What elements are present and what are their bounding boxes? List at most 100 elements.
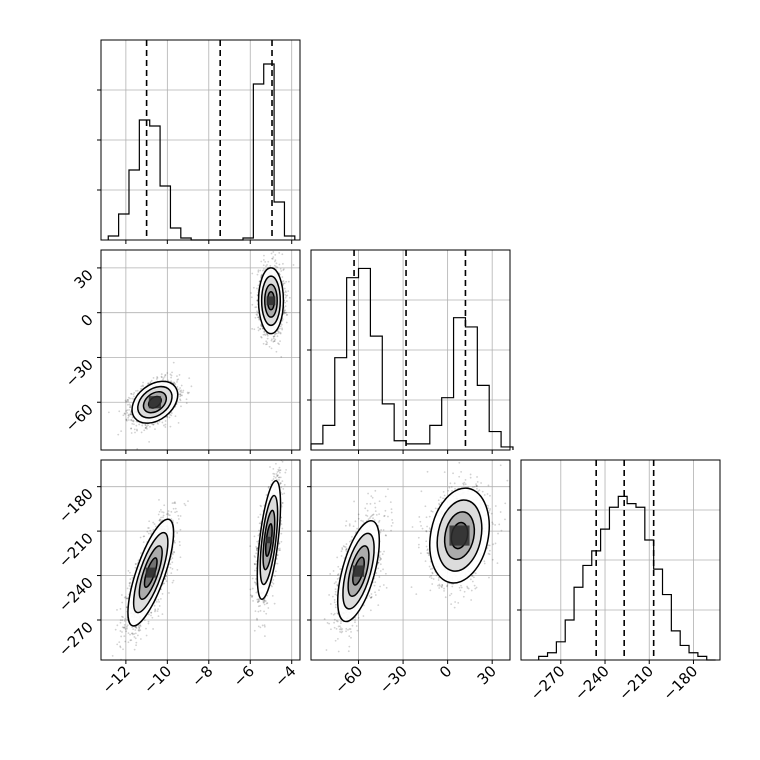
sample-point [126, 587, 129, 590]
sample-point [158, 519, 161, 522]
sample-point [131, 576, 134, 579]
sample-point [121, 631, 123, 633]
sample-point [164, 426, 167, 428]
sample-point [123, 626, 126, 629]
sample-point [250, 292, 252, 294]
sample-point [254, 316, 257, 319]
sample-point [171, 561, 174, 564]
sample-point [260, 260, 263, 263]
sample-point [177, 421, 180, 424]
sample-point [266, 333, 269, 336]
sample-point [266, 337, 269, 340]
sample-point [258, 522, 261, 525]
sample-point [172, 579, 175, 582]
sample-point [284, 291, 287, 294]
sample-point [156, 610, 159, 613]
sample-point [284, 290, 287, 293]
sample-point [131, 397, 134, 400]
sample-point [279, 331, 282, 334]
sample-point [283, 309, 286, 312]
sample-point [173, 382, 176, 384]
sample-point [131, 416, 134, 419]
sample-point [162, 377, 165, 380]
sample-point [143, 429, 146, 432]
sample-point [257, 329, 260, 332]
sample-point [162, 424, 165, 427]
sample-point [256, 310, 258, 313]
sample-point [187, 392, 190, 395]
sample-point [279, 325, 282, 328]
sample-point [143, 535, 146, 538]
sample-point [157, 513, 160, 516]
sample-point [123, 619, 126, 622]
sample-point [281, 328, 284, 331]
sample-point [273, 264, 276, 267]
sample-point [179, 528, 182, 531]
sample-point [249, 545, 252, 548]
sample-point [162, 516, 164, 519]
sample-point [126, 624, 129, 627]
data-layer [107, 40, 716, 661]
sample-point [124, 413, 126, 415]
sample-point [148, 527, 150, 529]
sample-point [272, 582, 275, 585]
sample-point [171, 553, 174, 556]
sample-point [276, 266, 279, 269]
sample-point [262, 269, 264, 272]
sample-point [147, 613, 150, 616]
sample-point [180, 384, 183, 387]
sample-point [135, 390, 137, 392]
sample-point [136, 448, 139, 450]
sample-point [271, 257, 273, 260]
sample-point [134, 626, 137, 629]
sample-point [260, 274, 263, 277]
sample-point [126, 597, 129, 600]
sample-point [257, 625, 260, 628]
sample-point [278, 263, 281, 266]
sample-point [251, 303, 254, 306]
sample-point [147, 424, 149, 427]
sample-point [159, 518, 162, 521]
sample-point [282, 262, 284, 265]
scatter-panel-2 [111, 460, 288, 660]
sample-point [179, 556, 182, 559]
sample-point [262, 259, 265, 261]
sample-point [176, 521, 179, 524]
sample-point [127, 419, 130, 421]
sample-point [283, 312, 286, 315]
sample-point [266, 334, 269, 337]
sample-point [117, 433, 120, 436]
sample-point [180, 405, 182, 408]
sample-point [285, 311, 288, 314]
sample-point [134, 632, 137, 635]
sample-point [173, 381, 175, 384]
sample-point [278, 343, 280, 346]
sample-point [180, 389, 183, 392]
sample-point [170, 374, 173, 377]
sample-point [288, 296, 291, 299]
histogram-param-1 [107, 63, 296, 241]
sample-point [121, 626, 124, 629]
sample-point [154, 525, 157, 528]
sample-point [145, 634, 148, 637]
sample-point [139, 629, 142, 632]
sample-point [251, 272, 254, 275]
sample-point [281, 280, 284, 283]
sample-point [258, 318, 261, 321]
sample-point [116, 624, 119, 627]
sample-point [130, 432, 133, 434]
sample-point [274, 332, 277, 335]
sample-point [169, 373, 172, 376]
sample-point [150, 614, 152, 617]
sample-point [169, 425, 172, 428]
sample-point [139, 638, 142, 640]
sample-point [142, 385, 144, 388]
sample-point [140, 552, 142, 554]
sample-point [187, 500, 189, 503]
sample-point [166, 513, 168, 516]
sample-point [126, 419, 128, 422]
sample-point [170, 572, 173, 575]
sample-point [128, 584, 131, 587]
sample-point [284, 293, 287, 296]
